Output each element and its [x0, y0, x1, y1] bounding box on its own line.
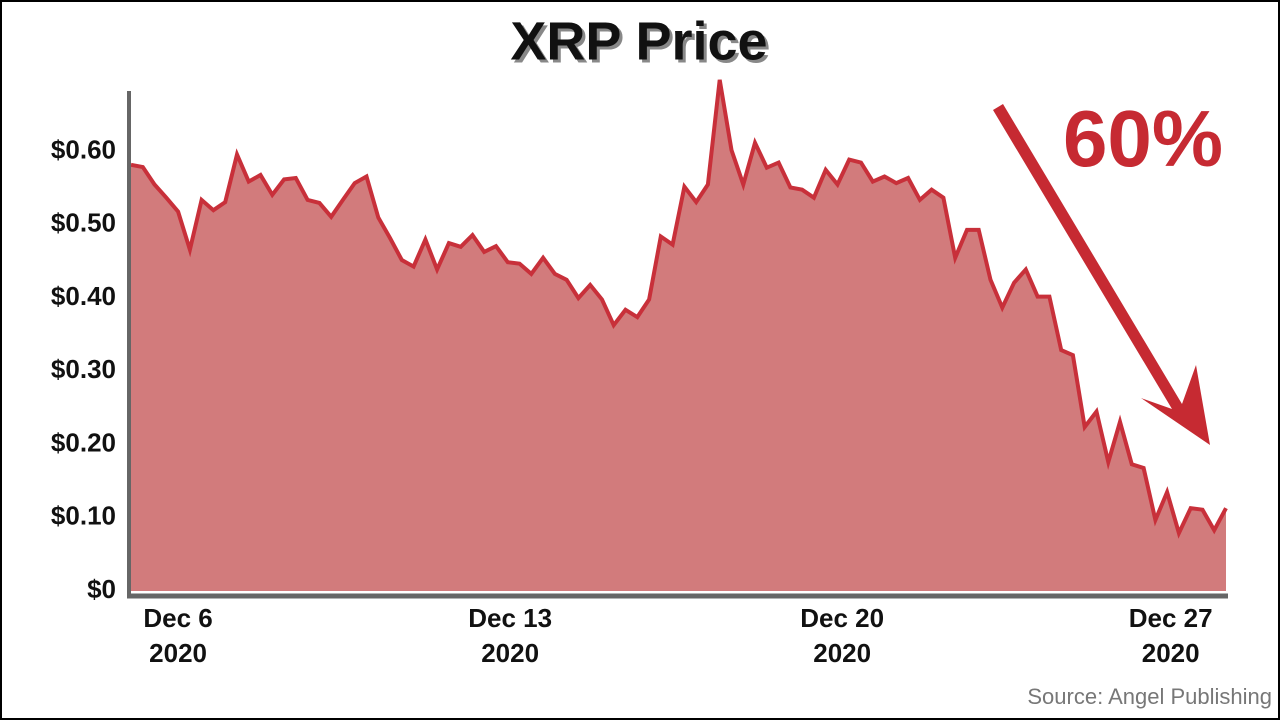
y-tick-label: $0.50	[51, 208, 116, 238]
annotation: 60%	[1063, 94, 1223, 183]
y-tick-label: $0.40	[51, 281, 116, 311]
line	[130, 79, 1228, 539]
y-tick-label: $0.10	[51, 501, 116, 531]
x-tick-label: Dec 6 2020	[143, 603, 212, 668]
x-tick-label: Dec 20 2020	[800, 603, 884, 668]
y-tick-label: $0.60	[51, 134, 116, 164]
y-tick-label: $0.20	[51, 427, 116, 457]
plot-area: $0 $0.10 $0.20 $0.30 $0.40 $0.50 $0.60 Dec 6 202…	[51, 79, 1228, 668]
area	[131, 79, 1226, 592]
source: Source: Angel Publishing	[1027, 684, 1272, 709]
x-tick-label: Dec 27 2020	[1129, 603, 1213, 668]
chart-title: XRP Price	[510, 11, 767, 71]
x-tick-label: Dec 13 2020	[468, 603, 552, 668]
y-tick-label: $0	[87, 574, 116, 604]
y-tick-label: $0.30	[51, 354, 116, 384]
chart-title-shadow: XRP Price	[513, 14, 770, 74]
arrow	[993, 104, 1210, 445]
